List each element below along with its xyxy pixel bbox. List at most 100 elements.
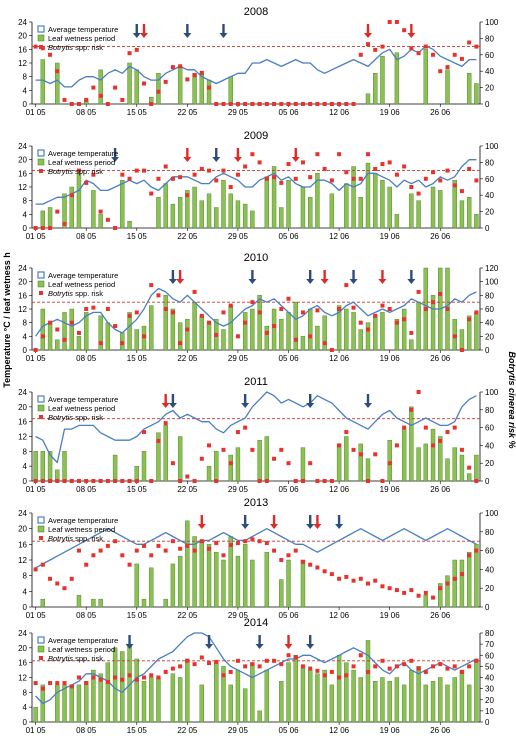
risk-point — [286, 102, 291, 106]
wetness-bar — [401, 308, 407, 351]
wetness-bar — [177, 66, 183, 105]
wetness-bar — [163, 183, 168, 229]
risk-point — [185, 327, 190, 332]
risk-point — [149, 553, 154, 558]
risk-point — [134, 548, 139, 553]
wetness-bar — [365, 640, 371, 723]
y-tick-label-left: 24 — [18, 509, 27, 518]
y-tick-label-left: 20 — [18, 644, 27, 653]
wetness-bar — [91, 598, 96, 608]
risk-point — [358, 176, 363, 181]
risk-point — [84, 97, 89, 102]
legend-wetness-swatch — [37, 34, 45, 42]
risk-point — [308, 562, 313, 567]
x-tick-label: 26 06 — [430, 232, 451, 241]
risk-point — [120, 677, 125, 682]
risk-point — [329, 102, 334, 106]
risk-point — [257, 310, 262, 315]
risk-point — [235, 430, 240, 435]
risk-point — [373, 452, 378, 457]
risk-point — [394, 320, 399, 325]
risk-point — [380, 479, 385, 483]
wetness-bar — [206, 193, 212, 229]
y-tick-label-left: 4 — [23, 210, 28, 219]
risk-point — [91, 675, 96, 680]
wetness-bar — [55, 62, 60, 105]
risk-point — [387, 160, 392, 165]
x-tick-label: 22 05 — [177, 232, 198, 241]
arrow-red-head — [313, 524, 322, 529]
wetness-bar — [344, 436, 349, 482]
wetness-bar — [308, 669, 313, 723]
arrow-blue-head — [205, 644, 214, 649]
wetness-bar — [394, 52, 400, 105]
risk-point — [214, 479, 219, 483]
risk-point — [55, 581, 60, 586]
wetness-bar — [98, 673, 103, 723]
risk-point — [207, 546, 212, 551]
y-tick-label-left: 20 — [18, 403, 27, 412]
risk-point — [358, 653, 363, 658]
risk-point — [431, 664, 436, 669]
wetness-bar — [69, 308, 74, 351]
arrow-red — [320, 270, 329, 284]
risk-point — [228, 185, 233, 189]
y-tick-label-left: 4 — [23, 703, 28, 712]
risk-point — [279, 180, 284, 185]
risk-point — [91, 305, 96, 310]
risk-point — [243, 664, 248, 669]
panel-2010: 2010 0 4 8 12 16 20 24 0 20 40 60 80 100 120 01 05 08 05… — [18, 252, 499, 363]
arrow-blue-head — [335, 524, 344, 529]
risk-point — [344, 170, 349, 175]
panel-2009: 2009 0 4 8 12 16 20 24 0 20 40 60 80 100 01 05 08 05 15 … — [18, 130, 499, 241]
arrow-blue-head — [306, 403, 315, 408]
x-tick-label: 01 05 — [26, 726, 47, 735]
wetness-bar — [300, 447, 306, 482]
wetness-bar — [264, 176, 270, 229]
risk-point — [250, 447, 255, 452]
risk-point — [344, 102, 349, 106]
risk-point — [358, 452, 363, 457]
wetness-bar — [235, 555, 241, 608]
legend-temperature-swatch — [37, 636, 45, 644]
risk-point — [199, 70, 204, 75]
x-tick-label: 01 05 — [26, 485, 47, 494]
risk-point — [105, 479, 110, 483]
legend-risk-label: Botrytis spp. risk — [48, 654, 103, 663]
risk-point — [62, 681, 67, 686]
x-tick-label: 08 05 — [76, 485, 97, 494]
risk-point — [474, 44, 479, 49]
risk-point — [474, 310, 479, 315]
arrow-blue — [168, 270, 177, 284]
wetness-bar — [192, 301, 197, 351]
wetness-bar — [474, 658, 479, 723]
wetness-bar — [221, 559, 226, 608]
arrow-blue — [219, 24, 228, 38]
wetness-bar — [315, 673, 320, 723]
wetness-bar — [300, 559, 306, 608]
temperature-line — [35, 159, 477, 205]
y-tick-label-right: 40 — [485, 674, 494, 683]
x-tick-label: 29 05 — [228, 232, 249, 241]
wetness-bar — [373, 681, 378, 723]
y-tick-label-left: 24 — [18, 142, 27, 151]
x-tick-label: 08 05 — [76, 611, 97, 620]
risk-point — [69, 684, 74, 689]
wetness-bar — [228, 76, 233, 105]
risk-point — [387, 461, 392, 466]
wetness-bar — [47, 207, 53, 229]
wetness-bar — [156, 73, 161, 105]
wetness-bar — [308, 308, 313, 351]
risk-point — [178, 664, 183, 669]
wetness-bar — [279, 319, 284, 351]
risk-point — [344, 283, 349, 288]
risk-point — [402, 28, 407, 33]
wetness-bar — [365, 93, 371, 105]
risk-point — [127, 176, 132, 181]
y-tick-label-left: 16 — [18, 418, 27, 427]
risk-point — [431, 170, 436, 175]
risk-point — [423, 669, 428, 674]
wetness-bar — [170, 203, 176, 229]
